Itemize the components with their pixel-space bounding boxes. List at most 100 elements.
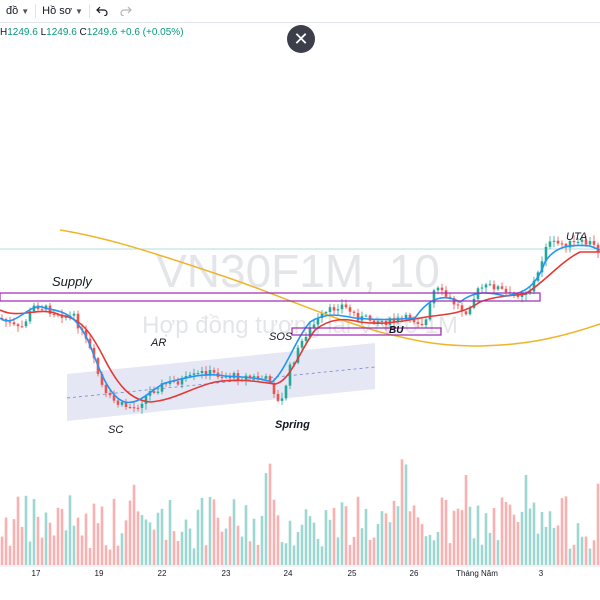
candle-body bbox=[364, 315, 368, 317]
candle-body bbox=[156, 391, 160, 393]
volume-bar bbox=[592, 540, 596, 565]
candle-body bbox=[480, 287, 484, 289]
time-tick-label: 17 bbox=[32, 569, 41, 578]
volume-bar bbox=[28, 541, 32, 565]
candle-body bbox=[92, 347, 96, 359]
profile-menu-label: Hồ sơ bbox=[42, 5, 73, 17]
volume-bar bbox=[352, 536, 356, 565]
volume-bar bbox=[300, 524, 304, 565]
volume-bar bbox=[76, 517, 80, 565]
candle-body bbox=[356, 312, 360, 321]
volume-bar bbox=[40, 537, 44, 565]
volume-bar bbox=[520, 511, 524, 565]
volume-bar bbox=[0, 536, 4, 565]
annotation-sc: SC bbox=[108, 424, 123, 436]
layout-menu[interactable]: đồ ▼ bbox=[0, 0, 35, 22]
candle-body bbox=[560, 243, 564, 245]
annotation-sos: SOS bbox=[269, 331, 293, 343]
time-axis: 17 19 22 23 24 25 26 Tháng Năm 3 bbox=[32, 569, 544, 578]
candle-body bbox=[568, 240, 572, 248]
candle-body bbox=[84, 329, 88, 339]
candle-body bbox=[276, 393, 280, 401]
candle-body bbox=[332, 307, 336, 311]
volume-bar bbox=[516, 521, 520, 565]
candle-body bbox=[504, 288, 508, 293]
annotation-bu: BU bbox=[389, 325, 404, 336]
candle-body bbox=[108, 392, 112, 396]
chevron-down-icon: ▼ bbox=[21, 6, 30, 16]
volume-bar bbox=[444, 499, 448, 565]
close-button[interactable]: ✕ bbox=[287, 25, 315, 53]
volume-bar bbox=[584, 536, 588, 565]
change-value: +0.6 (+0.05%) bbox=[120, 27, 184, 38]
profile-menu[interactable]: Hồ sơ ▼ bbox=[36, 0, 89, 22]
volume-bar bbox=[232, 499, 236, 565]
candle-body bbox=[144, 395, 148, 404]
volume-bar bbox=[12, 519, 16, 565]
volume-bar bbox=[20, 526, 24, 565]
candle-body bbox=[544, 246, 548, 262]
volume-bar bbox=[328, 519, 332, 565]
candle-body bbox=[104, 384, 108, 393]
annotation-supply: Supply bbox=[52, 274, 93, 289]
candle-body bbox=[432, 290, 436, 304]
volume-bar bbox=[560, 498, 564, 565]
high-label: H bbox=[0, 27, 8, 38]
volume-bar bbox=[60, 508, 64, 565]
candle-body bbox=[304, 336, 308, 341]
candle-body bbox=[52, 313, 56, 315]
volume-bar bbox=[532, 502, 536, 565]
candle-body bbox=[8, 321, 12, 323]
volume-bar bbox=[400, 459, 404, 565]
volume-bar bbox=[324, 510, 328, 565]
candle-body bbox=[420, 323, 424, 326]
undo-button[interactable] bbox=[90, 0, 114, 22]
candle-body bbox=[132, 407, 136, 409]
volume-bar bbox=[72, 525, 76, 565]
candle-body bbox=[424, 319, 428, 326]
candle-body bbox=[232, 373, 236, 379]
candle-body bbox=[372, 320, 376, 324]
volume-bar bbox=[248, 541, 252, 565]
candle-body bbox=[588, 241, 592, 245]
high-value: 1249.6 bbox=[7, 27, 38, 38]
candle-body bbox=[248, 375, 252, 378]
volume-bar bbox=[256, 544, 260, 565]
volume-bar bbox=[484, 513, 488, 565]
volume-bar bbox=[36, 516, 40, 565]
volume-bar bbox=[416, 517, 420, 565]
candle-body bbox=[344, 304, 348, 308]
candle-body bbox=[584, 239, 588, 245]
candle-body bbox=[252, 376, 256, 378]
candle-body bbox=[316, 318, 320, 325]
candle-body bbox=[16, 324, 20, 327]
candle-body bbox=[256, 376, 260, 379]
watermark-symbol: VN30F1M, 10 bbox=[156, 245, 440, 297]
volume-bar bbox=[64, 530, 68, 565]
volume-bar bbox=[456, 508, 460, 565]
moving-average-mid bbox=[0, 251, 600, 403]
volume-bar bbox=[172, 531, 176, 565]
volume-bar bbox=[428, 534, 432, 565]
candle-body bbox=[352, 311, 356, 313]
volume-bar bbox=[44, 512, 48, 565]
volume-bar bbox=[188, 528, 192, 565]
volume-bar bbox=[68, 495, 72, 565]
candle-body bbox=[264, 376, 268, 379]
volume-bar bbox=[304, 509, 308, 565]
candle-body bbox=[496, 286, 500, 290]
volume-bar bbox=[224, 528, 228, 565]
volume-bar bbox=[556, 525, 560, 565]
volume-bar bbox=[212, 499, 216, 565]
candle-body bbox=[224, 376, 228, 378]
volume-bar bbox=[240, 536, 244, 565]
redo-button[interactable] bbox=[114, 0, 138, 22]
volume-bar bbox=[128, 500, 132, 565]
volume-bar bbox=[440, 497, 444, 565]
volume-bar bbox=[284, 543, 288, 565]
volume-bar bbox=[104, 545, 108, 565]
volume-bar bbox=[332, 507, 336, 565]
volume-bar bbox=[544, 526, 548, 565]
candle-body bbox=[464, 311, 468, 315]
